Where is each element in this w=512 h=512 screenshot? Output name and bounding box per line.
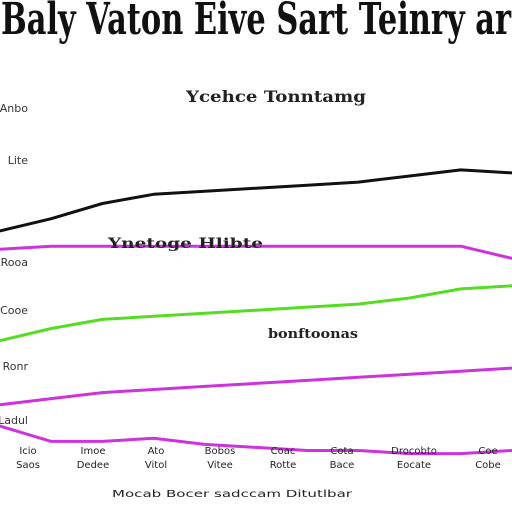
y-tick-label: Ronr — [3, 360, 29, 373]
series-line-4 — [0, 366, 512, 407]
x-tick-label: Coac — [271, 446, 296, 457]
y-tick-label: Rooa — [1, 256, 28, 269]
x-tick-label: Bobos — [205, 446, 236, 457]
x-tick-label: Cota — [330, 446, 353, 457]
x-tick-label: Drocobto — [391, 446, 437, 457]
x-tick-label: Ato — [148, 446, 165, 457]
y-tick-label: Anbo — [0, 102, 28, 115]
x-axis-label: Mocab Bocer sadccam Ditutlbar — [112, 489, 353, 500]
annotation-bottom: bonftoonas — [268, 327, 358, 342]
y-tick-label: Ladul — [0, 414, 28, 427]
x-tick-label: Icio — [19, 446, 36, 457]
x-tick-label: Vitee — [207, 460, 233, 471]
x-tick-label: Coe — [478, 446, 497, 457]
x-tick-label: Rotte — [270, 460, 297, 471]
series-line-1 — [0, 168, 512, 233]
x-tick-label: Dedee — [77, 460, 110, 471]
x-axis-ticks: Icio Saos Imoe Dedee Ato Vitol Bobos Vitee Coac R… — [16, 446, 501, 471]
y-tick-label: Cooe — [0, 304, 28, 317]
x-tick-label: Imoe — [81, 446, 106, 457]
x-tick-label: Cobe — [475, 460, 501, 471]
x-tick-label: Vitol — [145, 460, 167, 471]
series-line-2 — [0, 244, 512, 260]
x-tick-label: Saos — [16, 460, 40, 471]
series-line-5 — [0, 424, 512, 456]
plot-area — [0, 168, 512, 456]
annotation-middle: Ynetoge Hlibte — [107, 236, 263, 252]
y-tick-label: Lite — [8, 154, 28, 167]
series-line-3 — [0, 284, 512, 343]
y-axis-ticks: Anbo Lite Rooa Cooe Ronr Ladul — [0, 102, 28, 427]
chart-title: Baly Vaton Eive Sart Teinry ar — [1, 0, 512, 45]
x-tick-label: Bace — [330, 460, 355, 471]
annotation-top: Ycehce Tonntamg — [185, 87, 366, 106]
x-tick-label: Eocate — [397, 460, 431, 471]
